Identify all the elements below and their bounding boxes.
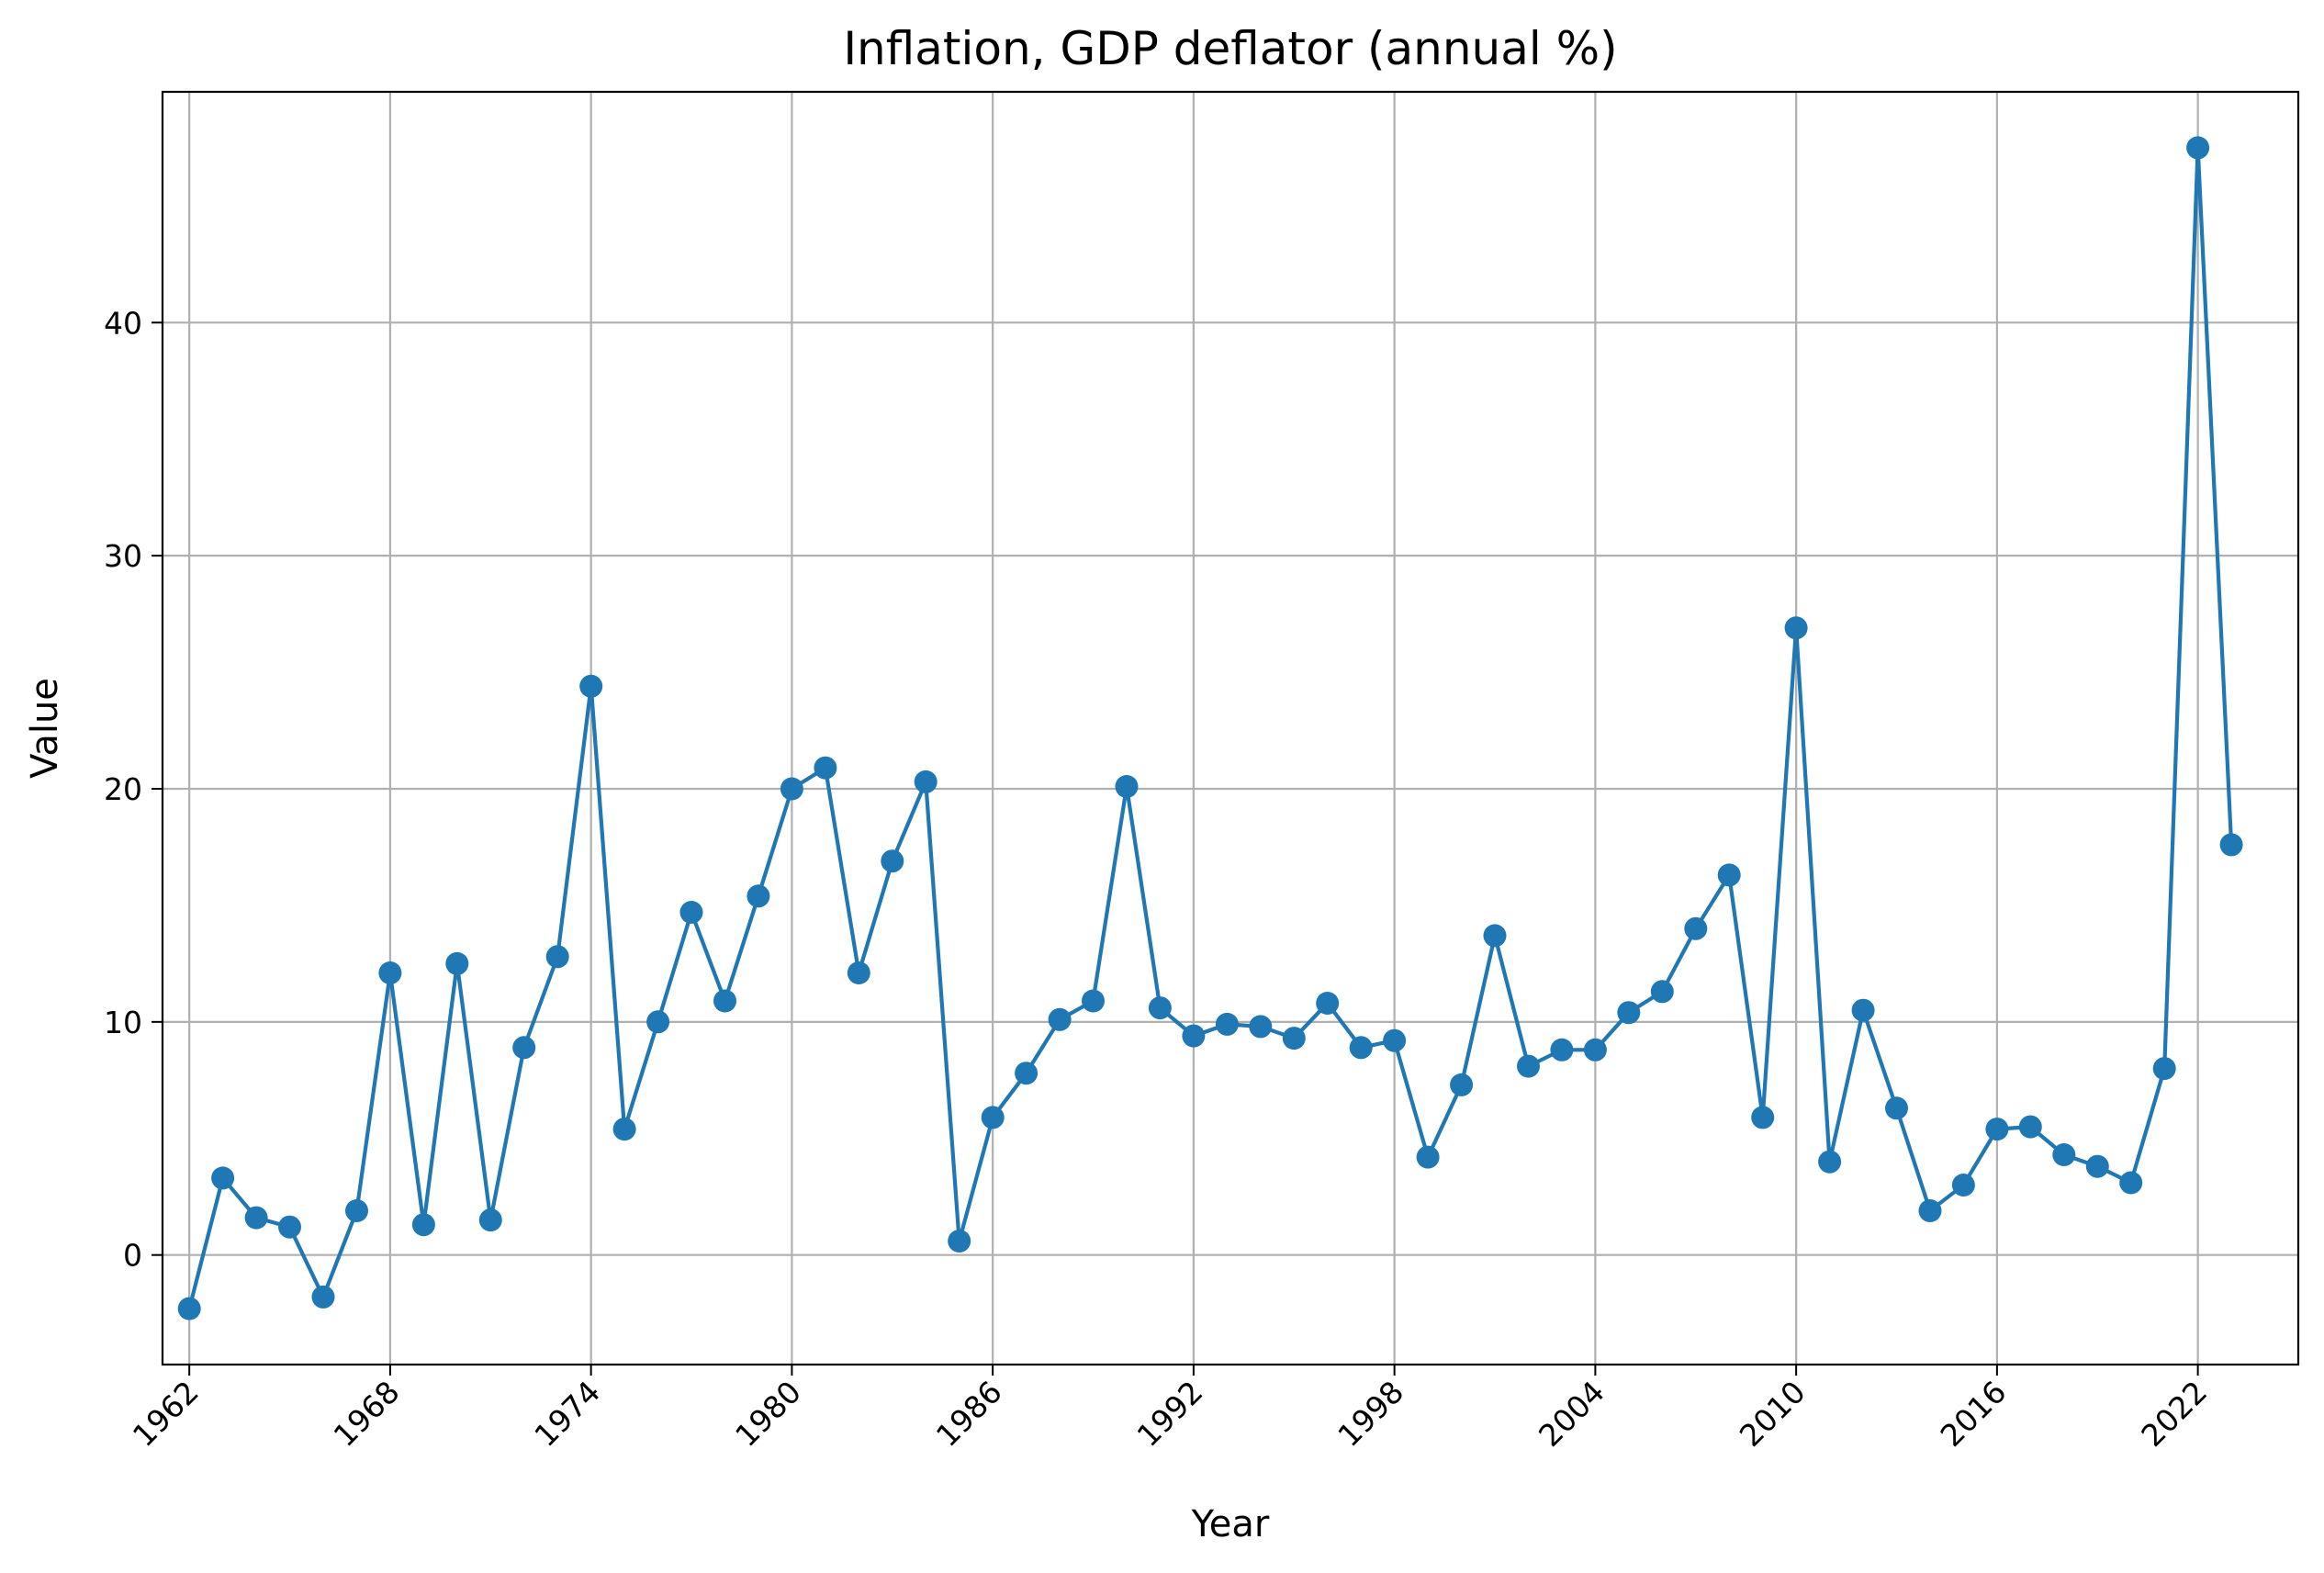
- data-point: [646, 1010, 670, 1034]
- data-point: [747, 884, 770, 908]
- data-point: [1282, 1027, 1306, 1051]
- data-point: [1316, 992, 1340, 1015]
- data-point: [1650, 980, 1674, 1004]
- data-point: [1550, 1038, 1574, 1062]
- y-tick-label: 10: [104, 1005, 142, 1040]
- x-tick-label: 2010: [1733, 1374, 1813, 1454]
- data-point: [1450, 1073, 1474, 1096]
- data-point: [278, 1215, 301, 1239]
- data-point: [1148, 996, 1172, 1020]
- data-series: [177, 136, 2243, 1320]
- data-point: [1951, 1174, 1975, 1197]
- data-point: [1349, 1036, 1373, 1060]
- data-point: [512, 1036, 536, 1060]
- data-point: [847, 961, 870, 984]
- data-point: [2085, 1154, 2109, 1178]
- data-point: [679, 901, 703, 924]
- data-point: [1885, 1096, 1908, 1120]
- data-point: [579, 674, 603, 698]
- data-point: [1617, 1001, 1641, 1025]
- plot-area-frame: [161, 90, 2300, 1366]
- x-tick-label: 1962: [126, 1374, 206, 1454]
- data-point: [1416, 1145, 1440, 1169]
- data-point: [1048, 1007, 1072, 1031]
- data-point: [2018, 1115, 2042, 1139]
- x-tick-label: 1992: [1130, 1374, 1210, 1454]
- data-point: [981, 1106, 1005, 1129]
- data-point: [1383, 1028, 1407, 1052]
- data-point: [1182, 1024, 1206, 1048]
- data-point: [445, 951, 469, 975]
- data-point: [478, 1208, 502, 1232]
- data-point: [1583, 1038, 1607, 1062]
- data-point: [1851, 998, 1875, 1022]
- data-point: [177, 1297, 201, 1320]
- data-point: [1751, 1106, 1775, 1129]
- data-point: [345, 1199, 368, 1222]
- y-tick-label: 0: [123, 1238, 142, 1274]
- data-point: [948, 1230, 971, 1253]
- data-point: [1784, 616, 1808, 640]
- data-point: [814, 756, 837, 780]
- data-point: [545, 945, 569, 969]
- data-point: [1717, 863, 1741, 887]
- x-tick-label: 1986: [929, 1374, 1009, 1454]
- data-point: [1918, 1199, 1942, 1222]
- data-point: [780, 777, 803, 801]
- x-tick-label: 2016: [1934, 1374, 2014, 1454]
- data-point: [1985, 1118, 2009, 1141]
- data-point: [378, 961, 402, 984]
- data-point: [244, 1206, 268, 1230]
- x-axis-label: Year: [1191, 1503, 1270, 1545]
- data-point: [311, 1285, 335, 1309]
- data-point: [713, 989, 736, 1013]
- data-point: [612, 1118, 636, 1141]
- x-tick-label: 1974: [527, 1374, 607, 1454]
- chart-title: Inflation, GDP deflator (annual %): [843, 22, 1617, 75]
- data-point: [1082, 989, 1105, 1013]
- data-point: [914, 770, 937, 793]
- data-point: [2219, 833, 2243, 857]
- data-point: [2152, 1057, 2176, 1081]
- data-point: [1115, 775, 1139, 798]
- data-point: [2052, 1143, 2076, 1166]
- y-tick-label: 40: [104, 305, 142, 341]
- y-tick-label: 20: [104, 771, 142, 807]
- data-point: [1818, 1150, 1842, 1174]
- x-tick-label: 1998: [1330, 1374, 1410, 1454]
- data-point: [881, 849, 904, 873]
- data-point: [1517, 1054, 1540, 1078]
- data-point: [1015, 1062, 1039, 1085]
- series-line: [187, 145, 2234, 1309]
- x-tick-label: 2004: [1532, 1374, 1611, 1454]
- y-tick-label: 30: [104, 538, 142, 574]
- data-point: [1215, 1012, 1239, 1036]
- axis-ticks: 1962 1968 1974 1980 1986 1992 1998 2004 2010 2016…: [104, 305, 2214, 1454]
- data-point: [211, 1166, 235, 1190]
- data-point: [1483, 924, 1507, 948]
- data-point: [1684, 916, 1708, 940]
- x-tick-label: 2022: [2134, 1374, 2214, 1454]
- y-axis-label: Value: [24, 678, 66, 779]
- x-tick-label: 1968: [327, 1374, 407, 1454]
- data-point: [411, 1213, 435, 1237]
- data-point: [2186, 136, 2210, 160]
- data-point: [2119, 1171, 2143, 1195]
- x-tick-label: 1980: [728, 1374, 808, 1454]
- data-point: [1249, 1015, 1273, 1039]
